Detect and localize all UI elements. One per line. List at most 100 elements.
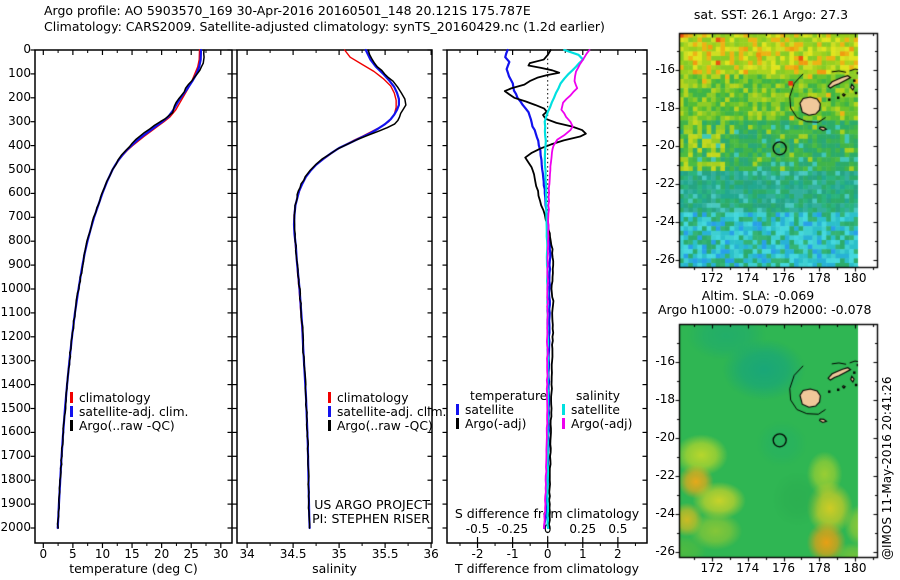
depth-tick-label: 2000 xyxy=(0,520,31,534)
depth-tick-label: 800 xyxy=(8,233,31,248)
map-lat-label: -24 xyxy=(655,506,675,520)
map-lon-label: 178 xyxy=(807,561,831,575)
map-lat-label: -20 xyxy=(655,430,675,444)
x-tick-label: 5 xyxy=(69,547,77,561)
depth-tick-label: 300 xyxy=(8,113,31,128)
x-tick-label: 1 xyxy=(578,547,587,561)
x-tick-label: 10 xyxy=(94,547,111,561)
legend-entry: satellite-adj. clim. xyxy=(70,405,188,419)
x-tick-label: -1 xyxy=(506,547,519,561)
difference-legend-temperature: temperature satellite Argo(-adj) xyxy=(456,389,547,431)
legend-entry: satellite xyxy=(456,403,547,417)
x-tick-label: 25 xyxy=(183,547,199,561)
depth-tick-label: 1800 xyxy=(0,472,31,487)
legend-color-mark xyxy=(456,418,459,429)
depth-tick-label: 0 xyxy=(23,42,31,56)
legend-entry: satellite xyxy=(562,403,632,417)
map-lon-label: 180 xyxy=(843,561,867,575)
legend-color-mark xyxy=(70,406,73,417)
legend-entry: Argo(..raw -QC) xyxy=(328,419,446,433)
depth-tick-label: 600 xyxy=(8,185,31,200)
legend-entry: Argo(-adj) xyxy=(562,417,632,431)
x-tick-label: 0 xyxy=(39,547,48,561)
legend-entry-label: climatology xyxy=(79,391,151,405)
depth-tick-label: 1900 xyxy=(0,496,31,511)
legend-entry: climatology xyxy=(328,391,446,405)
legend-color-mark xyxy=(456,404,459,415)
depth-tick-label: 100 xyxy=(8,65,31,80)
depth-tick-label: 1400 xyxy=(0,376,31,391)
difference-legend-salinity: salinity satellite Argo(-adj) xyxy=(562,389,632,431)
map-lon-label: 172 xyxy=(700,271,724,285)
legend-color-mark xyxy=(328,406,331,417)
x-tick-label: 15 xyxy=(124,547,140,561)
map-lat-label: -24 xyxy=(655,214,675,228)
legend-entry-label: satellite-adj. clim. xyxy=(79,405,189,419)
legend-color-mark xyxy=(562,404,565,415)
x-tick-label: 2 xyxy=(614,547,622,561)
legend-entry: satellite-adj. clim. xyxy=(328,405,446,419)
map-lon-label: 178 xyxy=(807,271,831,285)
legend-entry: Argo(..raw -QC) xyxy=(70,419,188,433)
temperature-axis-label: temperature (deg C) xyxy=(69,561,198,576)
depth-tick-label: 400 xyxy=(8,137,31,152)
map-lat-label: -26 xyxy=(655,252,675,266)
sst-map-title: sat. SST: 26.1 Argo: 27.3 xyxy=(693,7,849,22)
map-lat-label: -16 xyxy=(655,62,675,76)
project-note-line2: PI: STEPHEN RISER xyxy=(312,511,430,526)
map-lon-label: 176 xyxy=(772,271,795,285)
temperature-legend: climatology satellite-adj. clim. Argo(..ra… xyxy=(70,391,188,433)
map-lon-label: 180 xyxy=(843,271,867,285)
depth-tick-label: 900 xyxy=(8,257,31,272)
map-lat-label: -18 xyxy=(655,392,675,406)
map-lat-label: -20 xyxy=(655,138,675,152)
legend-entry-label: Argo(..raw -QC) xyxy=(79,419,175,433)
map-lon-label: 174 xyxy=(736,561,760,575)
map-lon-label: 172 xyxy=(700,561,724,575)
legend-entry-label: Argo(-adj) xyxy=(465,417,527,431)
depth-tick-label: 1000 xyxy=(0,281,31,295)
sla-map-title-line2: Argo h1000: -0.079 h2000: -0.078 xyxy=(658,302,872,317)
map-lat-label: -22 xyxy=(655,468,675,482)
legend-entry-label: satellite xyxy=(571,403,620,417)
legend-column-header: temperature xyxy=(470,389,548,403)
map-lon-label: 176 xyxy=(772,561,795,575)
x-tick-label: -2 xyxy=(471,547,484,561)
legend-entry-label: satellite xyxy=(465,403,514,417)
legend-entry-label: satellite-adj. clim. xyxy=(337,405,447,419)
depth-tick-label: 700 xyxy=(8,209,31,224)
figure-title-line2: Climatology: CARS2009. Satellite-adjuste… xyxy=(44,19,605,34)
x-tick-label: 35 xyxy=(331,547,347,561)
s-tick-label: 0.5 xyxy=(608,522,628,536)
x-tick-label: 35.5 xyxy=(371,547,399,561)
map-lat-label: -26 xyxy=(655,544,675,558)
depth-tick-label: 1600 xyxy=(0,424,31,439)
salinity-axis-label: salinity xyxy=(312,561,357,576)
sla-map-title-line1: Altim. SLA: -0.069 xyxy=(701,288,815,303)
x-tick-label: 0 xyxy=(543,547,552,561)
legend-color-mark xyxy=(70,420,73,431)
legend-entry: Argo(-adj) xyxy=(456,417,547,431)
map-lat-label: -16 xyxy=(655,354,675,368)
s-difference-axis-label: S difference from climatology xyxy=(454,506,640,521)
x-tick-label: 30 xyxy=(213,547,229,561)
depth-tick-label: 1300 xyxy=(0,352,31,367)
x-tick-label: 20 xyxy=(153,547,170,561)
legend-entry: climatology xyxy=(70,391,188,405)
legend-column-header: salinity xyxy=(576,389,621,403)
x-tick-label: 34.5 xyxy=(279,547,307,561)
legend-color-mark xyxy=(70,392,73,403)
t-difference-axis-label: T difference from climatology xyxy=(454,561,640,576)
legend-entry-label: Argo(-adj) xyxy=(571,417,633,431)
depth-tick-label: 500 xyxy=(8,161,31,176)
x-tick-label: 34 xyxy=(239,547,255,561)
map-lon-label: 174 xyxy=(736,271,760,285)
legend-color-mark xyxy=(562,418,565,429)
imos-watermark: @IMOS 11-May-2016 20:41:26 xyxy=(880,376,894,560)
depth-tick-label: 1100 xyxy=(0,304,31,319)
depth-tick-label: 200 xyxy=(8,89,31,104)
depth-tick-label: 1500 xyxy=(0,400,31,415)
legend-color-mark xyxy=(328,392,331,403)
figure-title-line1: Argo profile: AO 5903570_169 30-Apr-2016… xyxy=(44,3,531,18)
